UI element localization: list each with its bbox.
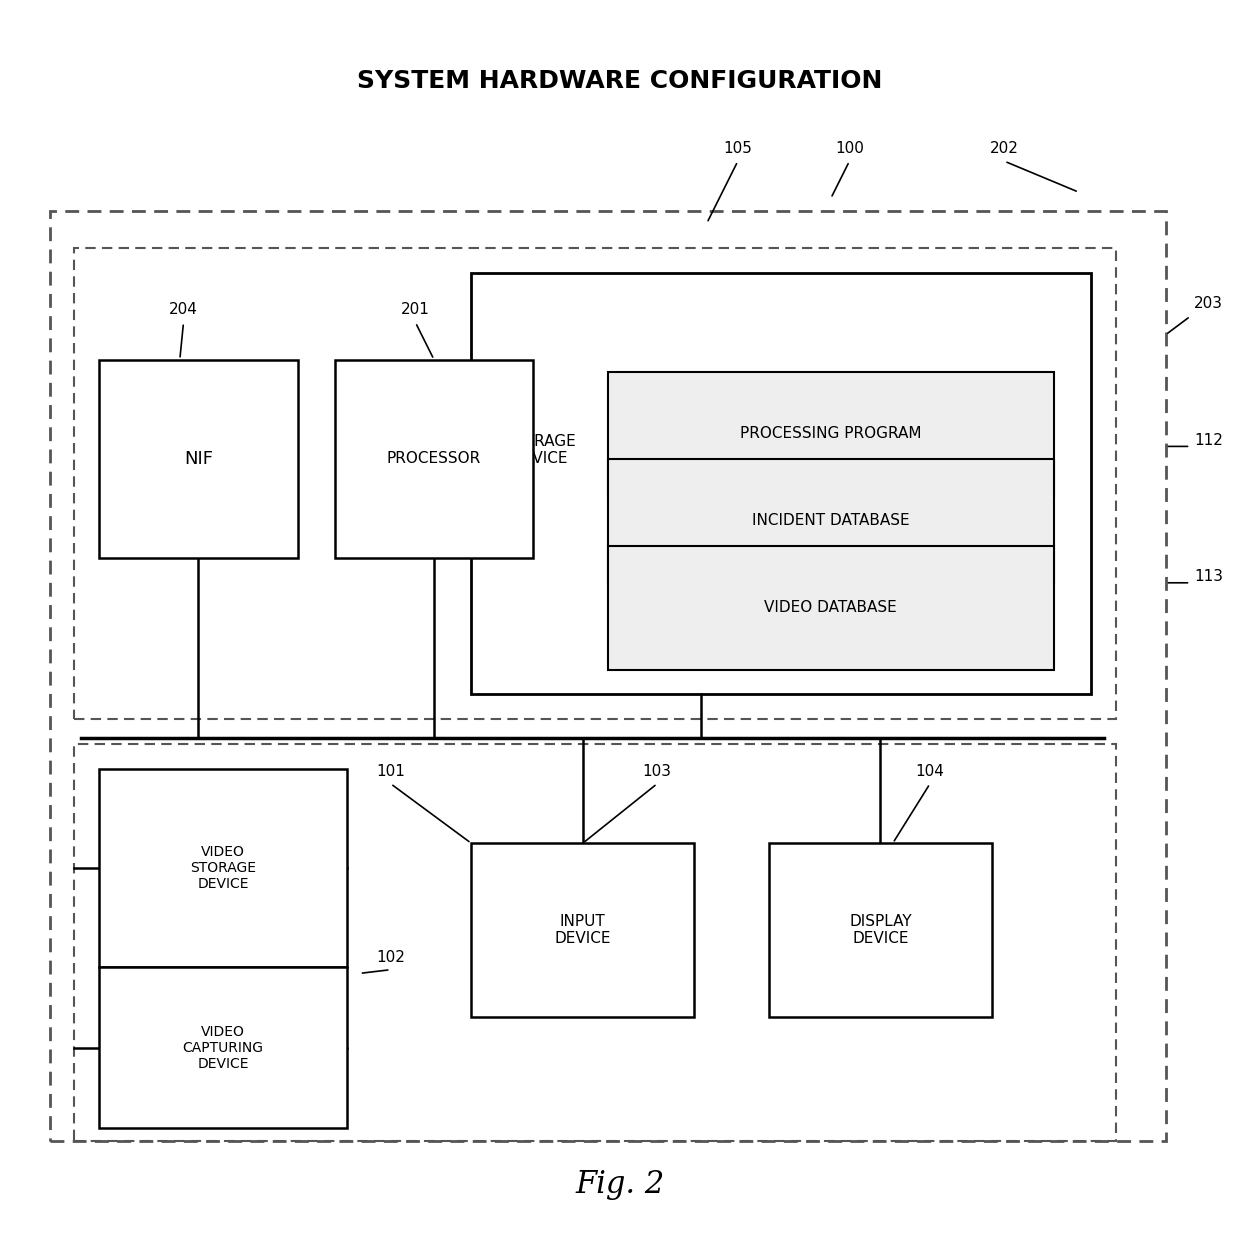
FancyBboxPatch shape [608,546,1054,670]
Text: INCIDENT DATABASE: INCIDENT DATABASE [751,513,910,528]
Text: PROCESSING PROGRAM: PROCESSING PROGRAM [740,427,921,441]
Text: VIDEO DATABASE: VIDEO DATABASE [764,600,898,615]
Text: DISPLAY
DEVICE: DISPLAY DEVICE [849,914,911,946]
Text: 202: 202 [990,141,1019,156]
FancyBboxPatch shape [608,372,1054,496]
Text: NIF: NIF [184,450,213,467]
FancyBboxPatch shape [335,360,533,558]
Text: SYSTEM HARDWARE CONFIGURATION: SYSTEM HARDWARE CONFIGURATION [357,68,883,93]
Text: 201: 201 [401,303,430,317]
FancyBboxPatch shape [769,843,992,1017]
FancyBboxPatch shape [471,273,1091,694]
Text: 103: 103 [642,764,672,779]
Text: 113: 113 [1194,569,1223,584]
FancyBboxPatch shape [471,843,694,1017]
Bar [74,248,1116,719]
FancyBboxPatch shape [99,360,298,558]
Text: Fig. 2: Fig. 2 [575,1168,665,1200]
Text: 104: 104 [915,764,945,779]
Text: VIDEO
CAPTURING
DEVICE: VIDEO CAPTURING DEVICE [182,1024,264,1071]
Text: 203: 203 [1194,296,1223,311]
Text: VIDEO
STORAGE
DEVICE: VIDEO STORAGE DEVICE [190,844,257,892]
Bar [50,211,1166,1141]
Text: 105: 105 [723,141,753,156]
FancyBboxPatch shape [99,769,347,967]
FancyBboxPatch shape [99,967,347,1128]
Text: 112: 112 [1194,433,1223,448]
Text: 101: 101 [376,764,405,779]
Bar [74,744,1116,1141]
Text: 100: 100 [835,141,864,156]
Text: INPUT
DEVICE: INPUT DEVICE [554,914,611,946]
FancyBboxPatch shape [608,459,1054,583]
Text: PROCESSOR: PROCESSOR [387,451,481,466]
Text: STORAGE
DEVICE: STORAGE DEVICE [503,434,575,466]
Text: 204: 204 [169,303,198,317]
Text: 102: 102 [376,950,405,965]
